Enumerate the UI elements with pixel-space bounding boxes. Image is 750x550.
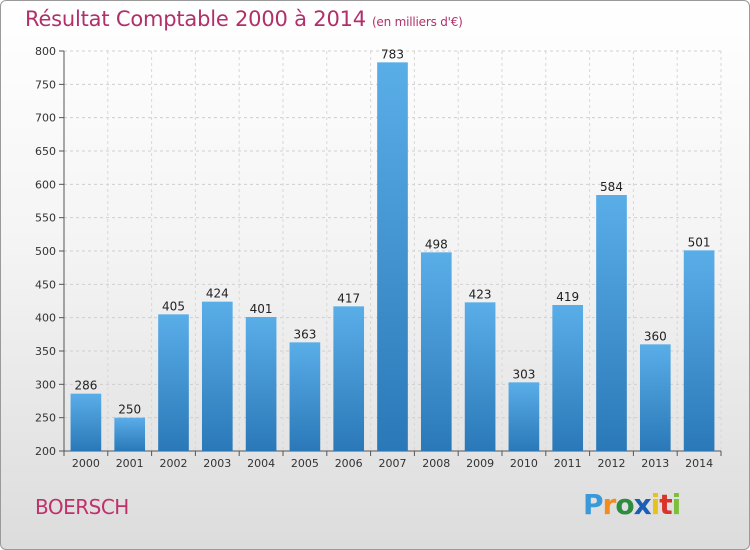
y-tick-label: 450 (35, 278, 56, 291)
value-label-2012: 584 (600, 180, 623, 194)
y-tick-label: 550 (35, 212, 56, 225)
y-tick-label: 250 (35, 412, 56, 425)
logo-letter: r (602, 488, 617, 521)
x-tick-label-2005: 2005 (291, 457, 319, 470)
y-tick-label: 350 (35, 345, 56, 358)
bar-2004 (245, 317, 277, 451)
logo-letter: x (633, 488, 652, 521)
bar-2000 (70, 393, 102, 451)
bars (70, 62, 715, 451)
value-label-2014: 501 (688, 235, 711, 249)
chart-title-text: Résultat Comptable 2000 à 2014 (25, 7, 366, 31)
commune-name: BOERSCH (35, 495, 129, 519)
x-tick-label-2004: 2004 (247, 457, 275, 470)
y-tick-label: 650 (35, 145, 56, 158)
value-label-2000: 286 (74, 379, 97, 393)
proxiti-logo[interactable]: Proxiti (583, 488, 682, 521)
chart-title: Résultat Comptable 2000 à 2014 (en millie… (25, 7, 463, 31)
bar-2011 (552, 305, 584, 451)
x-tick-label-2009: 2009 (466, 457, 494, 470)
value-label-2007: 783 (381, 47, 404, 61)
logo-letter: i (650, 488, 661, 521)
bar-2005 (289, 342, 321, 451)
value-label-2005: 363 (293, 327, 316, 341)
bar-2008 (420, 252, 452, 451)
logo-letter: P (583, 488, 604, 521)
x-tick-label-2000: 2000 (72, 457, 100, 470)
x-tick-label-2002: 2002 (160, 457, 188, 470)
bar-2012 (596, 195, 627, 451)
y-tick-label: 750 (35, 78, 56, 91)
bar-2009 (464, 302, 496, 451)
bar-2007 (377, 62, 408, 451)
y-tick-label: 300 (35, 378, 56, 391)
y-tick-label: 400 (35, 312, 56, 325)
bar-2001 (114, 417, 146, 451)
logo-letter: o (615, 488, 634, 521)
x-tick-label-2013: 2013 (641, 457, 669, 470)
value-label-2003: 424 (206, 287, 229, 301)
bar-2010 (508, 382, 540, 451)
y-tick-label: 700 (35, 112, 56, 125)
y-tick-label: 200 (35, 445, 56, 458)
x-tick-label-2006: 2006 (335, 457, 363, 470)
value-label-2009: 423 (469, 287, 492, 301)
bar-2013 (639, 344, 671, 451)
value-label-2001: 250 (118, 403, 141, 417)
value-label-2004: 401 (250, 302, 273, 316)
x-tick-label-2008: 2008 (422, 457, 450, 470)
x-tick-label-2010: 2010 (510, 457, 538, 470)
value-label-2010: 303 (512, 367, 535, 381)
x-tick-label-2014: 2014 (685, 457, 713, 470)
logo-letter: i (671, 488, 682, 521)
x-tick-label-2007: 2007 (379, 457, 407, 470)
value-label-2006: 417 (337, 291, 360, 305)
value-label-2008: 498 (425, 237, 448, 251)
bar-2003 (201, 301, 233, 451)
value-label-2013: 360 (644, 329, 667, 343)
y-tick-label: 600 (35, 178, 56, 191)
value-label-2011: 419 (556, 290, 579, 304)
x-tick-label-2003: 2003 (203, 457, 231, 470)
chart-subtitle: (en milliers d'€) (371, 15, 463, 29)
x-tick-label-2001: 2001 (116, 457, 144, 470)
x-tick-label-2011: 2011 (554, 457, 582, 470)
logo-letter: t (659, 488, 672, 521)
labels: 200 250 300 350 400 450 500 550 600 650 700 750 800 2… (35, 45, 713, 470)
bar-2014 (683, 250, 715, 451)
y-tick-label: 800 (35, 45, 56, 58)
value-label-2002: 405 (162, 299, 185, 313)
bar-2002 (158, 314, 189, 451)
y-tick-label: 500 (35, 245, 56, 258)
x-tick-label-2012: 2012 (598, 457, 626, 470)
bar-2006 (333, 306, 365, 451)
